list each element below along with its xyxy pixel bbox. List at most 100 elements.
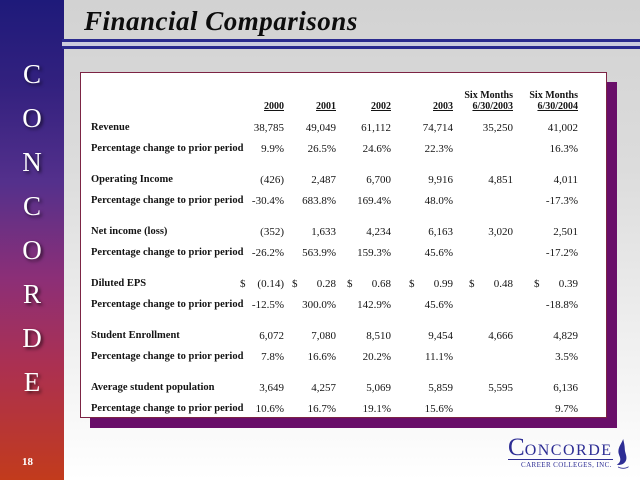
cell-value: 6,136 — [553, 381, 578, 394]
table-row: Percentage change to prior period -26.2% 5… — [81, 242, 606, 263]
cell-value: 45.6% — [424, 298, 453, 311]
table-row: Percentage change to prior period -12.5% 3… — [81, 294, 606, 315]
table-group-spacer — [81, 367, 606, 377]
cell-value: (352) — [260, 225, 284, 238]
cell-value: 9.9% — [261, 142, 284, 155]
table-group-spacer — [81, 159, 606, 169]
header-col-2003: 2003 — [433, 101, 453, 112]
cell-value: 16.7% — [307, 402, 336, 415]
row-label: Percentage change to prior period — [91, 403, 244, 414]
logo-rest: ONCORDE — [524, 442, 613, 459]
cell-value: 26.5% — [307, 142, 336, 155]
dollar-sign: $ — [409, 277, 415, 290]
sidebar-vertical-wordmark: C O N C O R D E — [0, 60, 64, 396]
cell-value: 41,002 — [547, 121, 578, 134]
cell-value: 2,487 — [311, 173, 336, 186]
row-label: Operating Income — [91, 174, 173, 185]
table-group-spacer — [81, 315, 606, 325]
cell-value: 45.6% — [424, 246, 453, 259]
cell-value: 3.5% — [555, 350, 578, 363]
cell-value: 5,859 — [428, 381, 453, 394]
table-row: Percentage change to prior period 10.6% 16… — [81, 398, 606, 417]
cell-value: 11.1% — [424, 350, 453, 363]
cell-value: $0.99 — [391, 278, 453, 290]
cell-value: 15.6% — [424, 402, 453, 415]
sidebar-letter: C — [22, 191, 41, 221]
cell-value: 7,080 — [311, 329, 336, 342]
cell-value: 24.6% — [362, 142, 391, 155]
cell-value: 10.6% — [255, 402, 284, 415]
cell-value: 683.8% — [302, 194, 336, 207]
logo-wordmark: C ONCORDE — [508, 435, 613, 460]
table-row: Percentage change to prior period 9.9% 26.… — [81, 138, 606, 159]
cell-value: 563.9% — [302, 246, 336, 259]
cell-value: 6,700 — [366, 173, 391, 186]
table-row: Diluted EPS $ (0.14) $0.28 $0.68 $0.99 $0.48 $0… — [81, 273, 606, 294]
cell-value: -12.5% — [251, 298, 284, 311]
cell-value: $0.48 — [453, 278, 513, 290]
cell-value: 7.8% — [261, 350, 284, 363]
cell-value: 5,069 — [366, 381, 391, 394]
cell-value: 9.7% — [555, 402, 578, 415]
cell-value: 6,163 — [428, 225, 453, 238]
cell-value: 38,785 — [253, 121, 284, 134]
cell-value: 22.3% — [424, 142, 453, 155]
header-col-2001: 2001 — [316, 101, 336, 112]
row-label: Diluted EPS — [91, 278, 147, 289]
cell-value: 16.3% — [549, 142, 578, 155]
row-label: Percentage change to prior period — [91, 143, 244, 154]
row-label: Student Enrollment — [91, 330, 180, 341]
cell-value: 9,454 — [428, 329, 453, 342]
row-label: Percentage change to prior period — [91, 351, 244, 362]
cell-value: 159.3% — [357, 246, 391, 259]
cell-number: 0.99 — [433, 277, 453, 290]
header-col-2002: 2002 — [371, 101, 391, 112]
cell-value: -30.4% — [251, 194, 284, 207]
cell-value: -26.2% — [251, 246, 284, 259]
financial-table-body: Revenue 38,785 49,049 61,112 74,714 35,250 41,… — [81, 117, 606, 417]
cell-value: (426) — [260, 173, 284, 186]
slide-title: Financial Comparisons — [84, 6, 358, 36]
cell-value: 5,595 — [488, 381, 513, 394]
sidebar-letter: D — [22, 323, 42, 353]
cell-value: -17.2% — [545, 246, 578, 259]
cell-value: 4,851 — [488, 173, 513, 186]
cell-number: 0.39 — [558, 277, 578, 290]
header-col-sixmonths-2003: Six Months 6/30/2003 — [464, 90, 513, 112]
cell-value: 169.4% — [357, 194, 391, 207]
gradient-sidebar: C O N C O R D E 18 — [0, 0, 64, 480]
flame-icon — [616, 439, 629, 469]
slide-page-number: 18 — [22, 456, 33, 468]
dollar-sign: $ — [292, 277, 298, 290]
financial-table: 2000 2001 2002 2003 Six Months 6/30/2003… — [80, 72, 607, 418]
cell-value: 3,020 — [488, 225, 513, 238]
cell-value: 4,257 — [311, 381, 336, 394]
row-label: Net income (loss) — [91, 226, 168, 237]
table-row: Average student population 3,649 4,257 5,06… — [81, 377, 606, 398]
cell-value: 142.9% — [357, 298, 391, 311]
cell-value: 300.0% — [302, 298, 336, 311]
table-group-spacer — [81, 263, 606, 273]
cell-value: 19.1% — [362, 402, 391, 415]
cell-number: (0.14) — [257, 277, 284, 290]
cell-value: 2,501 — [553, 225, 578, 238]
cell-value: 48.0% — [424, 194, 453, 207]
cell-value: 1,633 — [311, 225, 336, 238]
title-double-rule — [62, 39, 640, 49]
cell-value: 6,072 — [259, 329, 284, 342]
cell-value: 4,234 — [366, 225, 391, 238]
cell-value: -17.3% — [545, 194, 578, 207]
row-label: Percentage change to prior period — [91, 195, 244, 206]
logo-subtitle: CAREER COLLEGES, INC. — [521, 461, 612, 469]
cell-value: 61,112 — [361, 121, 391, 134]
cell-value: $0.28 — [284, 278, 336, 290]
cell-value: 4,011 — [553, 173, 578, 186]
table-row: Net income (loss) (352) 1,633 4,234 6,163 3,0… — [81, 221, 606, 242]
cell-value: 20.2% — [362, 350, 391, 363]
concorde-logo: C ONCORDE CAREER COLLEGES, INC. — [508, 435, 636, 469]
sidebar-letter: O — [22, 235, 42, 265]
row-label: Revenue — [91, 122, 130, 133]
cell-value: -18.8% — [545, 298, 578, 311]
cell-value: 49,049 — [305, 121, 336, 134]
